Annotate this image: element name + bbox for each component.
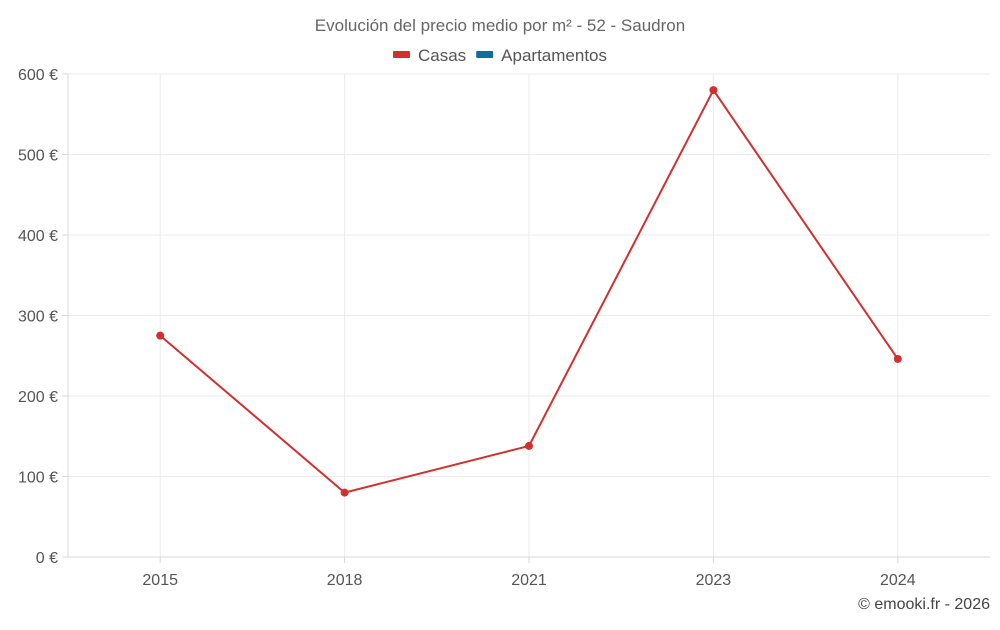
x-tick-label: 2018 (327, 572, 363, 589)
data-point-casas[interactable] (893, 354, 902, 363)
y-tick-label: 100 € (18, 470, 58, 487)
x-tick-label: 2015 (142, 572, 178, 589)
copyright-text: © emooki.fr - 2026 (858, 596, 990, 613)
data-point-casas[interactable] (709, 86, 718, 95)
legend[interactable]: Casas Apartamentos (392, 46, 607, 65)
y-tick-label: 0 € (36, 550, 58, 567)
series-layer (156, 86, 902, 497)
legend-item-casas[interactable]: Casas (392, 46, 466, 65)
x-tick-label: 2024 (880, 572, 916, 589)
y-tick-label: 400 € (18, 228, 58, 245)
y-tick-label: 600 € (18, 67, 58, 84)
x-tick-label: 2021 (511, 572, 547, 589)
legend-swatch (476, 51, 494, 58)
grid (68, 73, 990, 557)
legend-item-apartamentos[interactable]: Apartamentos (476, 46, 607, 65)
y-tick-label: 200 € (18, 389, 58, 406)
x-tick-label: 2023 (696, 572, 732, 589)
legend-label: Casas (418, 46, 466, 65)
legend-label: Apartamentos (501, 46, 607, 65)
data-point-casas[interactable] (156, 331, 165, 340)
y-axis: 0 € 100 € 200 € 300 € 400 € 500 € 600 € (18, 67, 69, 567)
y-tick-label: 500 € (18, 148, 58, 165)
data-point-casas[interactable] (525, 441, 533, 450)
x-axis: 2015 2018 2021 2023 2024 (68, 556, 990, 589)
data-point-casas[interactable] (340, 488, 349, 497)
legend-swatch (392, 51, 410, 58)
chart-title: Evolución del precio medio por m² - 52 -… (315, 16, 685, 35)
y-tick-label: 300 € (18, 309, 58, 326)
